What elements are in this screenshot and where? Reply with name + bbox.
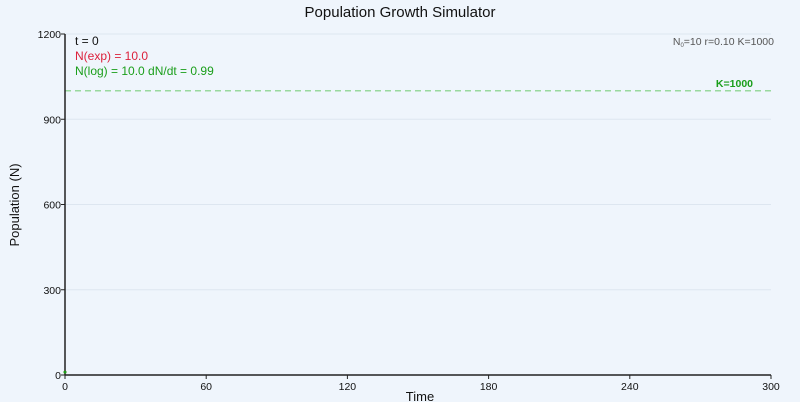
x-tick-label: 180 bbox=[480, 381, 498, 393]
y-tick-label: 0 bbox=[55, 370, 61, 382]
x-tick-label: 300 bbox=[762, 381, 780, 393]
x-tick-label: 0 bbox=[62, 381, 68, 393]
carrying-capacity-label: K=1000 bbox=[716, 78, 753, 90]
x-tick-label: 60 bbox=[200, 381, 212, 393]
log-readout: N(log) = 10.0 dN/dt = 0.99 bbox=[75, 64, 214, 78]
y-tick-label: 300 bbox=[43, 285, 61, 297]
x-tick-label: 240 bbox=[621, 381, 639, 393]
n0-symbol: N bbox=[673, 36, 681, 48]
y-tick-label: 900 bbox=[43, 114, 61, 126]
y-tick-label: 600 bbox=[43, 200, 61, 212]
grid-lines bbox=[65, 33, 771, 291]
tick-labels: 0 300 600 900 1200 0 60 120 180 240 300 bbox=[38, 29, 780, 393]
exp-readout: N(exp) = 10.0 bbox=[75, 49, 148, 63]
n0-subscript: 0 bbox=[680, 43, 684, 49]
x-tick-label: 120 bbox=[339, 381, 357, 393]
chart-title: Population Growth Simulator bbox=[305, 4, 496, 21]
time-readout: t = 0 bbox=[75, 34, 99, 48]
params-rest: =10 r=0.10 K=1000 bbox=[684, 36, 774, 48]
y-axis-label: Population (N) bbox=[7, 163, 22, 246]
series-point bbox=[63, 370, 67, 374]
series-layer bbox=[63, 370, 67, 374]
x-axis-label: Time bbox=[406, 389, 434, 402]
y-tick-label: 1200 bbox=[38, 29, 62, 41]
axes bbox=[61, 33, 772, 379]
carrying-capacity-group: K=1000 bbox=[65, 78, 771, 92]
parameter-readout: N0=10 r=0.10 K=1000 bbox=[673, 36, 774, 49]
